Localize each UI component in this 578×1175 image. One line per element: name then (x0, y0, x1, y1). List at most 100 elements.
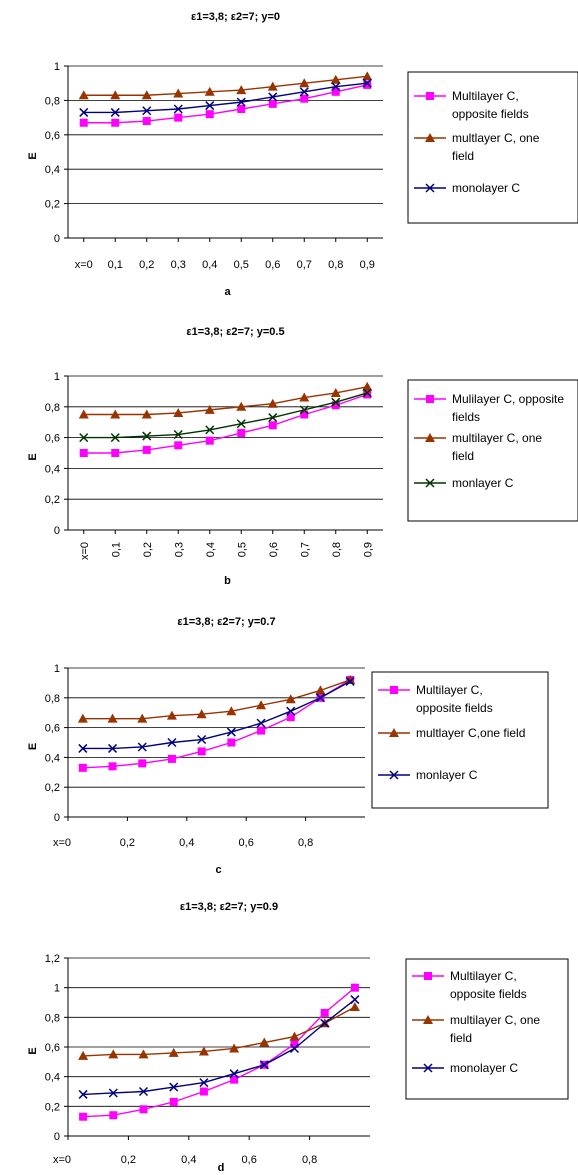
y-tick-label: 0 (54, 233, 60, 245)
data-point (108, 743, 118, 753)
data-point (197, 747, 206, 756)
series-line (83, 392, 368, 439)
legend-marker (425, 433, 435, 442)
y-tick-label: 0,2 (45, 1101, 60, 1113)
data-point (173, 429, 183, 440)
y-tick-label: 0,4 (45, 752, 60, 764)
data-point (204, 404, 215, 414)
data-point (300, 410, 309, 419)
data-point (257, 726, 266, 735)
data-point (79, 449, 88, 457)
data-point (256, 718, 266, 728)
data-point (362, 78, 372, 88)
data-point (174, 441, 183, 450)
data-point (79, 118, 88, 127)
data-point (169, 1097, 178, 1106)
x-tick-label: 0,3 (173, 542, 185, 557)
legend-marker (389, 770, 399, 780)
series-1 (78, 1001, 360, 1060)
data-point (168, 1047, 179, 1057)
chart-title: ε1=3,8; ε2=7; y=0 (191, 11, 280, 23)
data-point (107, 713, 118, 723)
y-tick-label: 1 (54, 371, 60, 383)
legend-box (371, 671, 549, 809)
data-point (299, 405, 309, 415)
data-point (363, 390, 372, 399)
x-tick-label: 0,4 (205, 542, 217, 557)
data-point (142, 445, 151, 454)
y-tick-label: 0,4 (45, 164, 60, 176)
legend-box (405, 958, 569, 1100)
y-axis-label: E (27, 1047, 39, 1054)
legend-label: Multilayer C, (416, 683, 483, 697)
data-point (268, 99, 277, 108)
data-point (137, 742, 147, 752)
data-point (173, 407, 184, 417)
series-line (83, 84, 368, 124)
data-point (108, 1049, 119, 1059)
chart-title: ε1=3,8; ε2=7; y=0.9 (180, 901, 278, 913)
series-0 (79, 390, 372, 457)
series-2 (78, 995, 360, 1100)
data-point (290, 1040, 299, 1049)
y-tick-label: 0,4 (45, 1072, 60, 1084)
data-point (268, 413, 278, 423)
data-point (108, 762, 117, 771)
series-line (82, 680, 351, 750)
x-tick-label: 0,6 (242, 1154, 257, 1166)
chart-title: ε1=3,8; ε2=7; y=0.5 (186, 326, 284, 338)
x-tick-label: 0,3 (171, 259, 186, 271)
y-tick-label: 1 (54, 983, 60, 995)
data-point (142, 106, 152, 116)
series-line (83, 998, 356, 1096)
data-point (227, 738, 236, 747)
data-point (330, 387, 341, 397)
x-tick-label: 0,4 (181, 1154, 196, 1166)
data-point (173, 88, 184, 98)
x-tick-label: 0,5 (234, 259, 249, 271)
y-tick-label: 0,6 (45, 1042, 60, 1054)
series-2 (78, 676, 355, 753)
series-line (83, 393, 368, 454)
data-point (111, 449, 120, 457)
series-line (83, 82, 368, 114)
series-2 (79, 388, 372, 443)
y-tick-label: 0,8 (45, 402, 60, 414)
data-point (110, 433, 120, 443)
data-point (199, 1087, 208, 1096)
x-tick-label: 0,6 (265, 259, 280, 271)
data-point (330, 74, 341, 84)
data-point (198, 1046, 209, 1056)
legend-marker (425, 478, 435, 488)
legend-box (407, 379, 578, 522)
x-tick-label: 0,9 (362, 542, 374, 557)
data-point (78, 1050, 89, 1060)
x-tick-label: 0,8 (302, 1154, 317, 1166)
legend-label: opposite fields (452, 107, 529, 121)
legend-marker (390, 686, 398, 694)
data-point (345, 676, 355, 686)
data-point (110, 90, 121, 100)
y-tick-label: 1,2 (45, 953, 60, 965)
series-0 (79, 983, 359, 1121)
x-tick-label: 0,4 (179, 837, 194, 849)
data-point (331, 401, 340, 410)
legend-marker (423, 1063, 433, 1073)
data-point (236, 419, 246, 429)
data-point (137, 713, 148, 723)
chart-title: ε1=3,8; ε2=7; y=0.7 (177, 616, 275, 628)
data-point (111, 118, 120, 127)
data-point (78, 743, 88, 753)
x-tick-label: 0,8 (298, 837, 313, 849)
series-line (83, 386, 368, 416)
x-tick-label: 0,4 (202, 259, 217, 271)
x-tick-label: 0,2 (142, 542, 154, 557)
legend-label: multilayer C, one (452, 431, 542, 445)
legend-label: monlayer C (416, 768, 478, 782)
data-point (362, 71, 373, 81)
legend-label: field (450, 1031, 472, 1045)
y-tick-label: 0,6 (45, 130, 60, 142)
panel-caption: c (215, 864, 221, 876)
data-point (229, 1043, 240, 1053)
